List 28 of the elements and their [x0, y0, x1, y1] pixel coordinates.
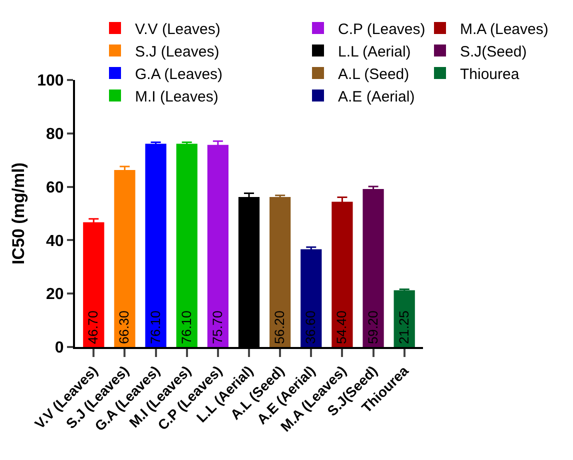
data-label: 36.60 [303, 310, 318, 344]
y-tick-label: 20 [46, 286, 64, 304]
data-label: 46.70 [86, 310, 101, 344]
data-label: 76.10 [178, 310, 194, 344]
y-tick-label: 80 [46, 126, 64, 143]
data-label: 56.20 [272, 310, 288, 344]
y-axis-title: IC50 (mg/ml) [9, 162, 28, 265]
data-label: 59.20 [365, 310, 380, 344]
legend-label: M.I (Leaves) [135, 88, 218, 106]
legend-label: Thiourea [460, 66, 520, 83]
data-label: 66.30 [116, 310, 132, 344]
legend-label: S.J(Seed) [460, 43, 527, 60]
y-tick-label: 100 [37, 72, 64, 90]
legend-label: M.A (Leaves) [460, 20, 548, 38]
legend-label: S.J (Leaves) [135, 43, 220, 60]
data-label: 21.25 [396, 310, 412, 344]
y-tick-label: 60 [46, 179, 64, 196]
legend-label: A.L (Seed) [338, 66, 410, 83]
data-label: 54.40 [334, 310, 350, 344]
y-tick-label: 40 [46, 232, 64, 250]
legend-label: G.A (Leaves) [135, 66, 223, 83]
data-label: 76.10 [148, 310, 163, 344]
legend-label: A.E (Aerial) [338, 88, 415, 106]
y-tick-label: 0 [54, 340, 64, 357]
legend-label: V.V (Leaves) [135, 20, 220, 38]
legend-label: L.L (Aerial) [338, 43, 411, 60]
data-label: 75.70 [210, 310, 225, 344]
legend-label: C.P (Leaves) [338, 20, 426, 38]
